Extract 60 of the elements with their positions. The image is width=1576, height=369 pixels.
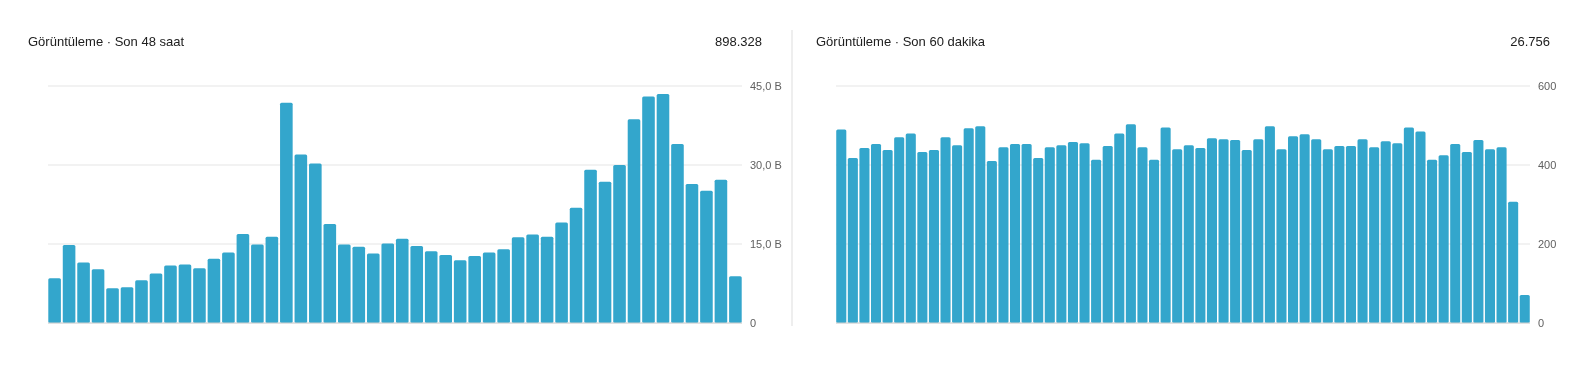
bar <box>453 260 467 323</box>
bar <box>584 169 597 323</box>
bar <box>120 287 134 323</box>
y-tick-label: 0 <box>750 316 757 329</box>
chart-title: Görüntüleme · Son 60 dakika <box>816 34 986 49</box>
bar <box>729 276 742 323</box>
bar <box>236 233 250 323</box>
bar <box>836 129 847 323</box>
bar <box>569 207 583 323</box>
y-tick-label: 200 <box>1538 237 1557 250</box>
bar <box>323 223 337 323</box>
bar <box>193 268 206 323</box>
bar <box>1206 138 1217 323</box>
bar <box>91 269 105 323</box>
bar <box>627 119 641 323</box>
bar <box>265 236 279 323</box>
bar <box>870 144 882 323</box>
bar <box>1519 294 1530 323</box>
y-tick-label: 45,0 B <box>750 79 782 92</box>
bar <box>207 258 221 323</box>
text: 898.328 <box>715 34 762 49</box>
y-tick-label: 400 <box>1538 158 1557 171</box>
bar <box>149 273 163 323</box>
bar <box>497 249 510 323</box>
bar <box>309 163 322 323</box>
bar <box>526 234 539 323</box>
bar <box>642 96 655 323</box>
bar <box>468 256 481 323</box>
bar <box>135 280 148 323</box>
y-tick-label: 0 <box>1538 316 1545 329</box>
bar <box>222 252 235 323</box>
bar <box>540 236 554 323</box>
y-tick-label: 30,0 B <box>750 158 782 171</box>
bar <box>178 264 192 323</box>
bar <box>598 181 612 323</box>
bar <box>656 93 670 323</box>
bar <box>280 102 293 323</box>
y-tick-label: 15,0 B <box>750 237 782 250</box>
bar <box>251 244 264 323</box>
y-tick-label: 600 <box>1538 79 1557 92</box>
bar <box>1484 149 1496 323</box>
bar <box>685 183 699 323</box>
bar <box>77 262 90 323</box>
bar <box>714 179 728 323</box>
bar <box>48 278 61 323</box>
bar <box>482 252 496 323</box>
bar <box>106 288 119 323</box>
bar <box>613 165 626 323</box>
chart-title: Görüntüleme · Son 48 saat <box>28 34 185 49</box>
bar <box>1149 159 1160 323</box>
bar <box>1345 146 1357 323</box>
bar <box>700 190 713 323</box>
bar <box>671 143 684 323</box>
bar <box>62 245 76 323</box>
bar <box>164 265 177 323</box>
bar <box>555 222 568 323</box>
text: 26.756 <box>1510 34 1550 49</box>
bar <box>294 154 308 323</box>
bar <box>1009 144 1021 323</box>
bar <box>511 237 525 323</box>
